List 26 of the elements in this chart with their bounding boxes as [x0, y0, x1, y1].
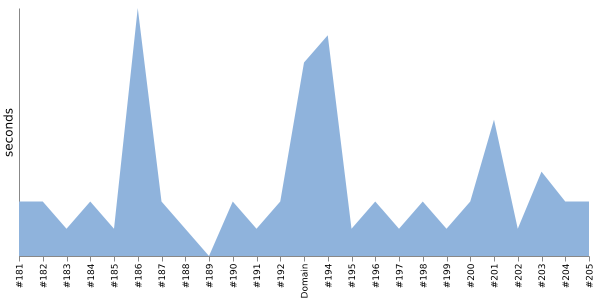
x-tick-label: #194	[324, 263, 334, 288]
x-tick-label: #204	[562, 263, 572, 288]
x-tick-label: #197	[396, 264, 406, 288]
x-tick-label: #189	[206, 263, 216, 288]
x-tick-label: #201	[490, 264, 500, 288]
x-tick-label: #192	[276, 264, 287, 288]
x-tick-label: #196	[372, 263, 382, 288]
x-tick-label: #183	[63, 264, 73, 288]
x-tick-label: #203	[538, 264, 548, 288]
x-tick-label: #186	[134, 263, 144, 288]
x-tick-label: #187	[158, 264, 168, 288]
x-tick-label: #185	[110, 264, 120, 288]
x-tick-label: #202	[514, 264, 524, 288]
y-axis-title: seconds	[2, 108, 16, 158]
x-tick-label: #191	[253, 264, 263, 288]
x-tick-label: #199	[443, 263, 453, 288]
x-tick-label: Domain	[300, 264, 310, 298]
x-tick-label: #181	[16, 264, 26, 288]
x-tick-label: #200	[466, 263, 477, 288]
x-tick-label: #205	[586, 264, 596, 288]
x-tick-label: #190	[229, 263, 240, 288]
x-tick-label: #195	[348, 264, 358, 288]
x-tick-label: #188	[182, 263, 192, 288]
x-tick-label: #184	[86, 263, 97, 288]
x-tick-label: #198	[419, 263, 430, 288]
x-tick-label: #182	[39, 264, 50, 288]
